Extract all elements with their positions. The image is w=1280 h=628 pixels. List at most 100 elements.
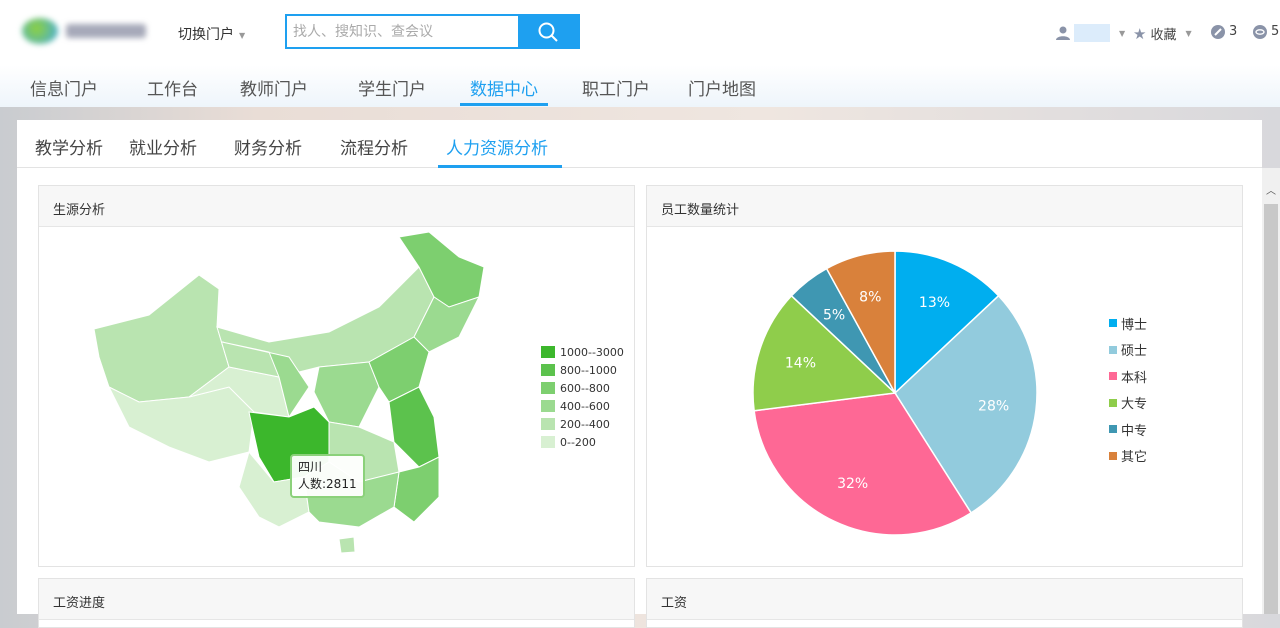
legend-item[interactable]: 大专 (1109, 390, 1147, 417)
logo[interactable] (18, 14, 158, 48)
pie-chart: 13% 28% 32% 14% 5% 8% (752, 250, 1038, 536)
legend-label: 400--600 (560, 399, 610, 413)
region-tibet (107, 385, 255, 463)
card-title: 员工数量统计 (647, 186, 1242, 227)
legend-item[interactable]: 0--200 (541, 433, 624, 451)
user-menu[interactable]: ▼ (1056, 24, 1125, 42)
legend-label: 博士 (1121, 317, 1148, 333)
portal-switch-label: 切换门户 (178, 27, 234, 43)
legend-swatch (1109, 425, 1117, 434)
legend-item[interactable]: 其它 (1109, 443, 1147, 470)
map-legend: 1000--3000 800--1000 600--800 400--600 2… (541, 343, 624, 451)
nav-portal-map[interactable]: 门户地图 (688, 80, 756, 100)
nav-info-portal[interactable]: 信息门户 (30, 80, 98, 100)
pie-label: 5% (823, 307, 845, 323)
favorites-menu[interactable]: ★ 收藏 ▼ (1133, 24, 1192, 44)
sub-tabs: 教学分析 就业分析 财务分析 流程分析 人力资源分析 (17, 120, 1262, 168)
notifications-button[interactable]: 3 (1211, 24, 1237, 39)
tab-employment[interactable]: 就业分析 (129, 139, 197, 159)
scroll-up-icon[interactable]: ︿ (1266, 186, 1276, 197)
legend-item[interactable]: 本科 (1109, 363, 1147, 390)
salary-card: 工资 (646, 578, 1243, 628)
legend-label: 本科 (1121, 370, 1148, 386)
pie-slice-硕士[interactable] (894, 294, 1038, 514)
nav-data-center[interactable]: 数据中心 (470, 80, 538, 100)
pie-slice-大专[interactable] (752, 294, 897, 412)
pie-label: 28% (978, 398, 1009, 414)
active-nav-indicator (460, 103, 548, 106)
pie-slice-博士[interactable] (894, 250, 1000, 395)
nav-teacher-portal[interactable]: 教师门户 (240, 80, 308, 100)
message-count: 5 (1271, 24, 1280, 39)
search-button[interactable] (518, 16, 578, 47)
pie-slice-本科[interactable] (753, 392, 973, 536)
favorites-label: 收藏 (1150, 28, 1177, 43)
tab-hr[interactable]: 人力资源分析 (446, 139, 548, 159)
search-input[interactable] (287, 16, 517, 47)
user-icon (1056, 26, 1070, 40)
china-map[interactable] (39, 227, 634, 567)
card-title: 工资进度 (39, 579, 634, 620)
card-title: 生源分析 (39, 186, 634, 227)
legend-label: 其它 (1121, 450, 1148, 466)
portal-switch[interactable]: 切换门户 ▼ (178, 24, 245, 44)
pie-legend: 博士硕士本科大专中专其它 (1109, 310, 1147, 469)
legend-label: 0--200 (560, 435, 596, 449)
pie-label: 13% (919, 295, 950, 311)
star-icon: ★ (1133, 24, 1147, 43)
caret-down-icon: ▼ (239, 30, 246, 40)
legend-swatch (1109, 372, 1117, 381)
pie-label: 32% (837, 476, 868, 492)
caret-down-icon: ▼ (1119, 28, 1126, 38)
caret-down-icon: ▼ (1185, 29, 1192, 38)
scrollbar[interactable]: ︿ (1262, 168, 1280, 614)
region-zhejiang-fujian (393, 456, 440, 523)
legend-label: 600--800 (560, 381, 610, 395)
scrollbar-thumb[interactable] (1264, 204, 1278, 614)
map-tooltip: 四川人数:2811 (290, 454, 365, 498)
legend-item[interactable]: 200--400 (541, 415, 624, 433)
legend-swatch (541, 382, 555, 394)
edit-icon (1211, 24, 1225, 39)
region-hainan (338, 536, 356, 554)
legend-item[interactable]: 1000--3000 (541, 343, 624, 361)
user-name-blurred (1074, 24, 1110, 42)
legend-swatch (1109, 451, 1117, 460)
legend-item[interactable]: 中专 (1109, 416, 1147, 443)
search-box (285, 14, 580, 49)
messages-button[interactable]: 5 (1253, 24, 1279, 39)
tab-teaching[interactable]: 教学分析 (35, 139, 103, 159)
map-card: 生源分析 1000--3000 800--1000 600--800 400--… (38, 185, 635, 567)
legend-label: 硕士 (1121, 344, 1148, 360)
top-bar: 切换门户 ▼ ▼ ★收藏 ▼ 3 5 (0, 0, 1280, 65)
legend-swatch (541, 400, 555, 412)
eye-icon (1253, 24, 1267, 39)
legend-swatch (541, 364, 555, 376)
legend-item[interactable]: 800--1000 (541, 361, 624, 379)
legend-item[interactable]: 600--800 (541, 379, 624, 397)
legend-label: 1000--3000 (560, 345, 624, 359)
tab-process[interactable]: 流程分析 (340, 139, 408, 159)
pie-label: 14% (785, 355, 816, 371)
legend-swatch (1109, 319, 1117, 328)
pie-slice-其它[interactable] (825, 250, 896, 394)
legend-label: 大专 (1121, 397, 1148, 413)
legend-item[interactable]: 硕士 (1109, 337, 1147, 364)
nav-workbench[interactable]: 工作台 (147, 80, 198, 100)
tab-finance[interactable]: 财务分析 (234, 139, 302, 159)
region-yunnan (238, 450, 310, 528)
legend-item[interactable]: 博士 (1109, 310, 1147, 337)
legend-swatch (1109, 398, 1117, 407)
legend-label: 200--400 (560, 417, 610, 431)
legend-item[interactable]: 400--600 (541, 397, 624, 415)
legend-swatch (1109, 345, 1117, 354)
salary-progress-card: 工资进度 (38, 578, 635, 628)
tooltip-region: 四川 (298, 460, 323, 474)
nav-staff-portal[interactable]: 职工门户 (582, 80, 650, 100)
pie-label: 8% (859, 290, 881, 306)
card-title: 工资 (647, 579, 1242, 620)
notification-count: 3 (1229, 24, 1238, 39)
legend-label: 中专 (1121, 423, 1148, 439)
tooltip-value: 人数:2811 (298, 477, 357, 491)
nav-student-portal[interactable]: 学生门户 (358, 80, 426, 100)
